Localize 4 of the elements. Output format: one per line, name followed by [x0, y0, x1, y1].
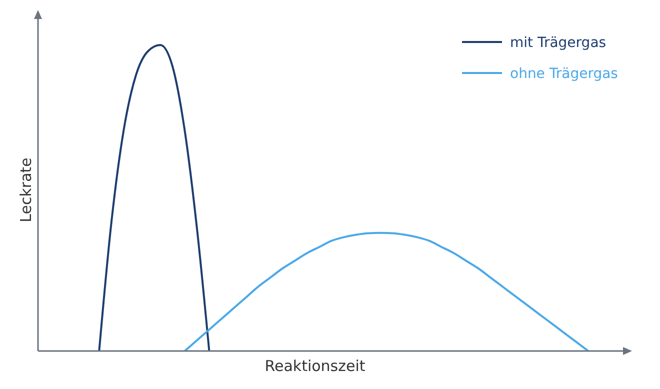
x-axis-title: Reaktionszeit	[264, 357, 366, 375]
legend-label: ohne Trägergas	[510, 66, 618, 82]
y-axis-title: Leckrate	[17, 158, 35, 222]
legend-label: mit Trägergas	[510, 35, 606, 51]
